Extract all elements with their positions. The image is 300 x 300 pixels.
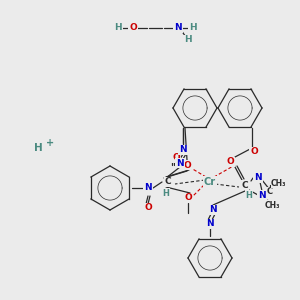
Text: O: O [250,148,258,157]
Text: H: H [34,143,42,153]
Text: N: N [209,206,217,214]
Text: N: N [179,146,187,154]
Text: CH₃: CH₃ [271,178,286,188]
Text: O: O [129,23,137,32]
Text: C: C [267,188,273,196]
Text: N: N [174,23,182,32]
Text: Cr: Cr [204,177,216,187]
Text: N: N [206,220,214,229]
Text: C: C [242,181,248,190]
Text: O: O [172,154,180,163]
Text: C: C [165,178,171,187]
Text: H: H [163,188,170,197]
Text: CH₃: CH₃ [264,200,280,209]
Text: H: H [114,23,122,32]
Text: O: O [144,203,152,212]
Text: O: O [184,194,192,202]
Text: N: N [258,190,266,200]
Text: N: N [144,184,152,193]
Text: N: N [254,173,262,182]
Text: +: + [46,138,54,148]
Text: O: O [184,194,192,202]
Text: O: O [183,160,191,169]
Text: H: H [189,23,197,32]
Text: H: H [184,35,192,44]
Text: H: H [246,190,252,200]
Text: N: N [176,158,184,167]
Text: O: O [226,158,234,166]
